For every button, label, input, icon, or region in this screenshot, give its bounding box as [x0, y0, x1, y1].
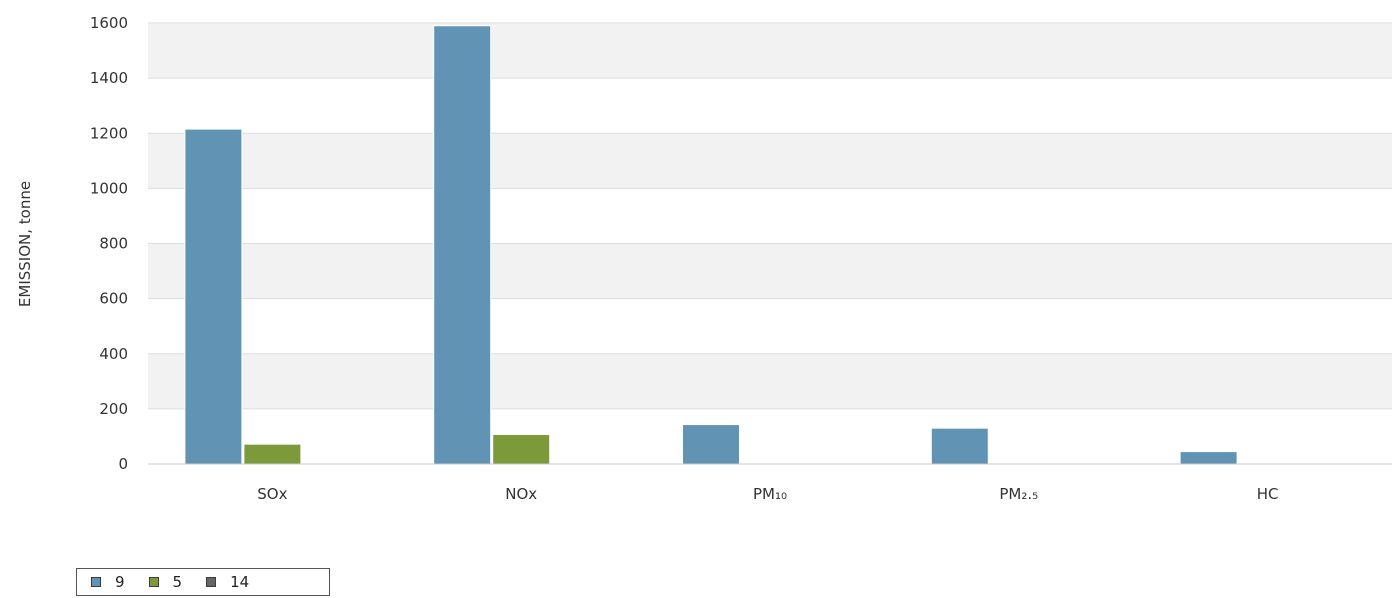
plot-band	[148, 243, 1392, 299]
x-axis-ticks: SOx NOx PM₁₀ PM₂.₅ HC	[257, 485, 1278, 503]
x-tick-label: PM₁₀	[753, 485, 787, 503]
y-tick-label: 600	[99, 290, 128, 308]
legend-label-series-3: 14	[230, 573, 250, 591]
chart-svg: 0 200 400 600 800 1000 1200 1400 1600 SOx NOx PM₁₀…	[16, 14, 1392, 503]
legend-swatch-series-1	[91, 577, 101, 587]
bar	[492, 434, 551, 465]
bar	[930, 427, 989, 465]
y-tick-label: 1600	[90, 14, 128, 32]
x-tick-label: HC	[1257, 485, 1279, 503]
y-tick-label: 1200	[90, 124, 128, 142]
y-tick-label: 0	[118, 455, 128, 473]
legend-item-series-1[interactable]: 9	[91, 573, 125, 591]
y-tick-label: 200	[99, 400, 128, 418]
legend-swatch-series-3	[206, 577, 217, 587]
gridlines	[148, 22, 1392, 410]
legend-label-series-2: 5	[172, 573, 183, 591]
bar	[1179, 451, 1238, 465]
plot-band	[148, 353, 1392, 409]
y-axis-ticks: 0 200 400 600 800 1000 1200 1400 1600	[90, 14, 128, 473]
legend-label-series-1: 9	[115, 573, 125, 591]
bar	[682, 424, 740, 465]
y-tick-label: 1400	[90, 69, 128, 87]
legend-swatch-series-2	[148, 577, 159, 587]
x-tick-label: PM₂.₅	[999, 485, 1038, 503]
plot-bands	[148, 23, 1392, 409]
y-tick-label: 800	[99, 235, 128, 253]
legend-item-series-2[interactable]: 5	[148, 573, 183, 591]
plot-band	[148, 23, 1392, 79]
x-tick-label: NOx	[505, 485, 537, 503]
plot-band	[148, 133, 1392, 189]
legend-item-series-3[interactable]: 14	[206, 573, 249, 591]
bar	[243, 443, 302, 465]
y-tick-label: 400	[99, 345, 128, 363]
y-axis-title: EMISSION, tonne	[16, 181, 34, 307]
x-tick-label: SOx	[257, 485, 287, 503]
bars	[184, 25, 1238, 465]
bar	[184, 128, 243, 465]
bar	[433, 25, 492, 465]
legend: 9 5 14	[76, 568, 330, 596]
y-tick-label: 1000	[90, 179, 128, 197]
